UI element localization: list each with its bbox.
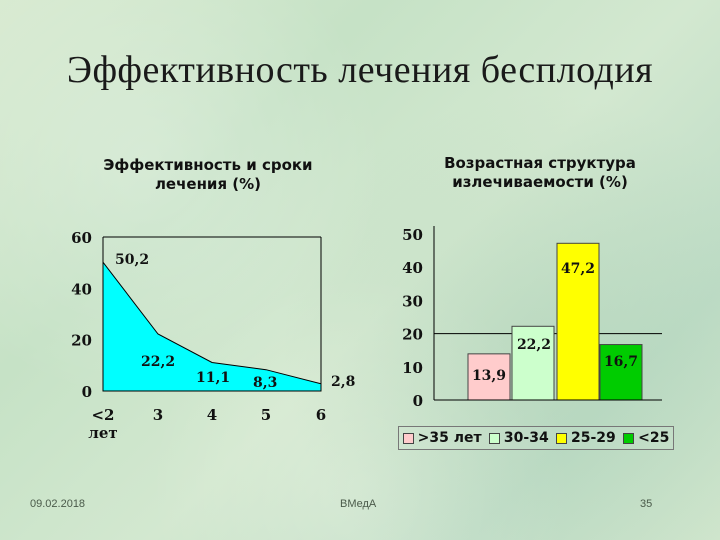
legend-label-0: >35 лет: [417, 430, 482, 446]
bar-y-tick-label-4: 40: [402, 259, 423, 277]
bar-3: [599, 344, 643, 401]
bar-2: [556, 242, 600, 401]
bar-y-tick-label-2: 20: [402, 326, 423, 344]
footer-source: ВМедА: [340, 498, 377, 510]
area-data-label-0: 50,2: [115, 252, 149, 268]
area-data-label-2: 11,1: [196, 370, 230, 386]
legend-swatch-0: [402, 432, 414, 444]
bar-data-label-3: 16,7: [604, 354, 638, 370]
legend-item-3: <25: [623, 430, 669, 446]
area-y-tick-label-0: 0: [82, 383, 92, 401]
legend-swatch-2: [556, 432, 568, 444]
legend-swatch-3: [623, 432, 635, 444]
bar-1: [511, 325, 555, 401]
legend-label-3: <25: [638, 430, 670, 446]
right-chart-title: Возрастная структура излечиваемости (%): [444, 154, 636, 191]
left-chart-title: Эффективность и сроки лечения (%): [103, 156, 313, 193]
area-x-tick-label-2: 4: [207, 406, 217, 424]
area-data-label-1: 22,2: [141, 354, 175, 370]
bar-y-tick-label-3: 30: [402, 292, 423, 310]
legend-item-1: 30-34: [488, 430, 549, 446]
bar-y-tick-label-1: 10: [402, 359, 423, 377]
legend-item-0: >35 лет: [402, 430, 482, 446]
legend-label-2: 25-29: [571, 430, 616, 446]
area-data-label-3: 8,3: [253, 375, 277, 391]
bar-legend: >35 лет 30-34 25-29 <25: [398, 426, 674, 450]
area-y-tick-label-2: 40: [71, 280, 92, 298]
area-x-tick-label-0: <2: [91, 406, 114, 424]
area-data-label-4: 2,8: [331, 374, 355, 390]
bar-data-label-1: 22,2: [517, 337, 551, 353]
area-y-tick-label-3: 60: [71, 229, 92, 247]
area-x-tick-label-4: 6: [316, 406, 326, 424]
bar-y-tick-label-0: 0: [413, 392, 423, 410]
legend-item-2: 25-29: [556, 430, 616, 446]
bar-y-tick-label-5: 50: [402, 226, 423, 244]
area-x-tick-label-1: 3: [153, 406, 163, 424]
slide-title: Эффективность лечения бесплодия: [66, 49, 654, 91]
bar-data-label-0: 13,9: [472, 368, 506, 384]
area-x-tick-label-3: 5: [261, 406, 271, 424]
legend-swatch-1: [488, 432, 500, 444]
bar-0: [467, 353, 511, 401]
legend-label-1: 30-34: [503, 430, 549, 446]
footer-date: 09.02.2018: [30, 498, 86, 510]
area-x-tick-label-0-line2: лет: [88, 424, 117, 442]
footer-page-number: 35: [640, 498, 653, 510]
area-series-fill: [102, 260, 322, 392]
area-y-tick-label-1: 20: [71, 332, 92, 350]
bar-data-label-2: 47,2: [561, 261, 595, 277]
